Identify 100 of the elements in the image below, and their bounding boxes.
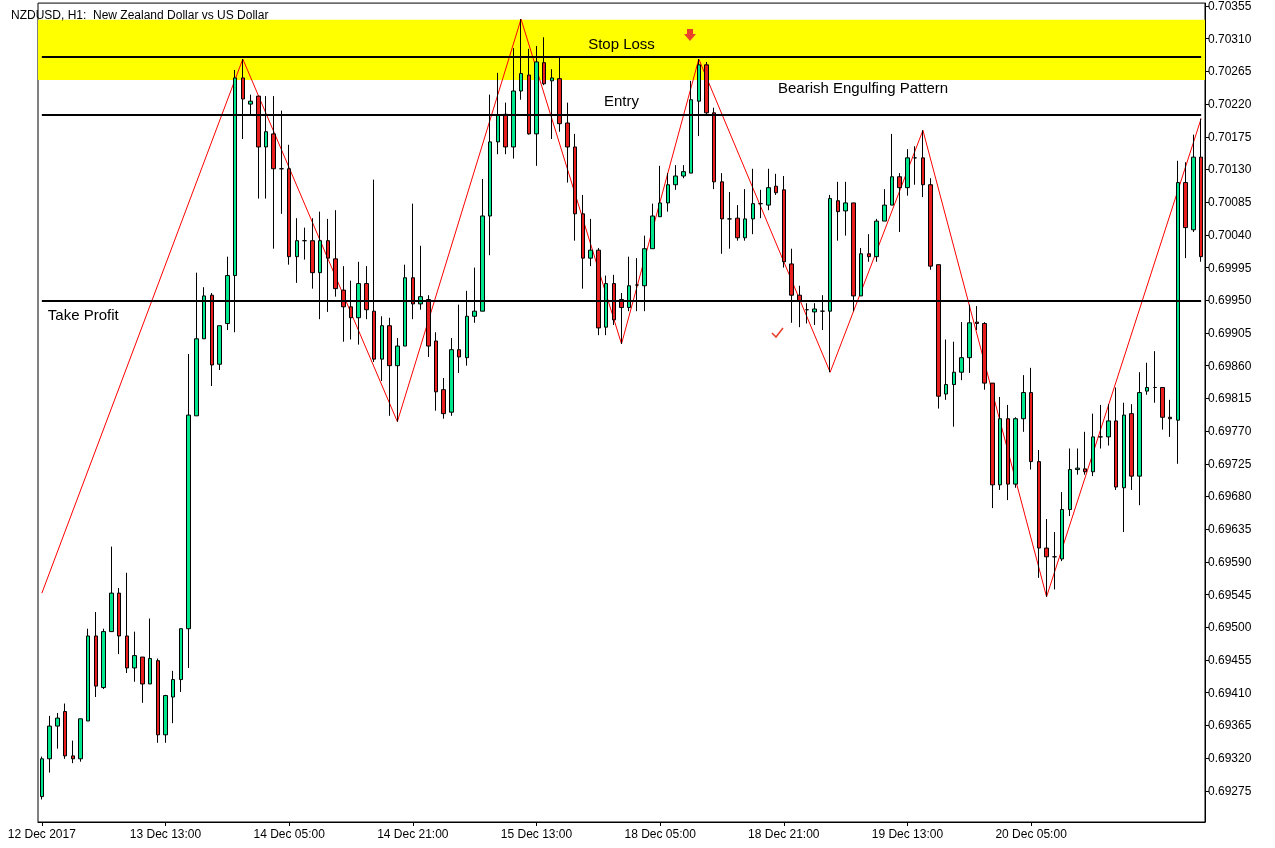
candlestick bbox=[434, 331, 438, 412]
candlestick bbox=[913, 145, 917, 186]
candlestick bbox=[666, 172, 670, 213]
candlestick bbox=[217, 325, 222, 371]
candlestick bbox=[758, 189, 763, 219]
candlestick bbox=[1114, 386, 1118, 491]
candlestick bbox=[1037, 449, 1041, 579]
candlestick bbox=[109, 546, 114, 633]
candlestick bbox=[859, 247, 863, 297]
candlestick bbox=[843, 181, 848, 237]
candlestick bbox=[295, 217, 299, 284]
y-tick-label: 0.70175 bbox=[1208, 129, 1252, 144]
candlestick bbox=[302, 227, 307, 261]
candlestick bbox=[735, 204, 740, 242]
y-tick-label: 0.69905 bbox=[1208, 325, 1252, 340]
candlestick bbox=[650, 203, 655, 250]
y-tick-label: 0.69590 bbox=[1208, 554, 1252, 569]
candlestick bbox=[55, 712, 60, 750]
candlestick bbox=[1052, 531, 1057, 590]
candlestick bbox=[1153, 350, 1157, 404]
candlestick bbox=[952, 341, 956, 428]
candlestick bbox=[867, 233, 871, 263]
candlestick bbox=[990, 382, 995, 509]
candlestick bbox=[581, 194, 585, 290]
candlestick bbox=[1191, 134, 1196, 233]
y-tick-label: 0.70130 bbox=[1208, 162, 1252, 177]
y-tick-label: 0.70310 bbox=[1208, 31, 1252, 46]
candlestick bbox=[1137, 371, 1142, 506]
candlestick bbox=[782, 175, 786, 269]
candlestick bbox=[998, 396, 1002, 491]
candlestick bbox=[94, 611, 98, 698]
candlestick bbox=[156, 658, 160, 744]
y-tick-label: 0.69995 bbox=[1208, 260, 1252, 275]
ref-line-label: Entry bbox=[603, 92, 640, 110]
candlestick bbox=[1106, 403, 1111, 447]
y-tick-label: 0.70085 bbox=[1208, 195, 1252, 210]
candlestick bbox=[1091, 413, 1095, 477]
candlestick bbox=[959, 321, 964, 381]
candlestick bbox=[71, 740, 75, 764]
y-tick-label: 0.69545 bbox=[1208, 587, 1252, 602]
candlestick bbox=[86, 628, 90, 722]
candlestick bbox=[673, 164, 678, 191]
candlestick bbox=[836, 181, 840, 242]
y-tick-label: 0.69500 bbox=[1208, 620, 1252, 635]
candlestick bbox=[743, 188, 747, 242]
ref-line-label: Take Profit bbox=[47, 306, 120, 324]
x-tick-label: 13 Dec 13:00 bbox=[129, 827, 202, 841]
x-tick-label: 14 Dec 21:00 bbox=[377, 827, 449, 841]
x-tick-label: 14 Dec 05:00 bbox=[253, 827, 326, 841]
candlestick bbox=[897, 172, 902, 233]
candlestick bbox=[681, 164, 686, 179]
x-tick-label: 12 Dec 2017 bbox=[7, 827, 77, 841]
candlestick bbox=[1183, 161, 1188, 259]
candlestick bbox=[967, 304, 972, 374]
y-tick-label: 0.70265 bbox=[1208, 64, 1252, 79]
candlestick bbox=[890, 133, 894, 206]
candlestick bbox=[1122, 402, 1126, 533]
candlestick bbox=[720, 172, 724, 255]
y-tick-label: 0.69410 bbox=[1208, 685, 1252, 700]
candlestick bbox=[1199, 118, 1203, 263]
y-tick-label: 0.69455 bbox=[1208, 652, 1252, 667]
y-tick-label: 0.69815 bbox=[1208, 391, 1252, 406]
y-tick-label: 0.69950 bbox=[1208, 293, 1252, 308]
candlestick bbox=[1075, 448, 1080, 476]
candlestick bbox=[125, 572, 129, 674]
candlestick bbox=[1145, 362, 1149, 396]
candlestick bbox=[1168, 399, 1172, 438]
candlestick bbox=[148, 618, 152, 685]
x-tick-label: 15 Dec 13:00 bbox=[500, 827, 573, 841]
candlestick bbox=[1021, 374, 1026, 433]
candlestick bbox=[387, 317, 392, 417]
candlestick bbox=[874, 218, 879, 263]
candlestick bbox=[1013, 416, 1018, 489]
y-tick-label: 0.69770 bbox=[1208, 424, 1252, 439]
candlestick bbox=[441, 377, 446, 420]
candlestick bbox=[457, 304, 461, 374]
x-tick-label: 20 Dec 05:00 bbox=[995, 827, 1068, 841]
y-tick-label: 0.69680 bbox=[1208, 489, 1252, 504]
annotation: Bearish Engulfing Pattern bbox=[778, 79, 949, 96]
candlestick bbox=[140, 656, 145, 704]
candlestick bbox=[163, 694, 168, 744]
ref-line-label: Stop Loss bbox=[588, 34, 655, 52]
candlestick bbox=[1044, 518, 1049, 598]
y-tick-label: 0.69635 bbox=[1208, 522, 1252, 537]
candlestick bbox=[1029, 367, 1033, 471]
candlestick bbox=[1006, 404, 1010, 501]
candlestick bbox=[1083, 431, 1087, 476]
candlestick bbox=[658, 165, 662, 218]
candlestick bbox=[1068, 448, 1072, 517]
y-tick-label: 0.70220 bbox=[1208, 97, 1252, 112]
candlestick bbox=[132, 631, 137, 683]
y-tick-label: 0.69725 bbox=[1208, 456, 1252, 471]
candlestick bbox=[982, 321, 987, 391]
candlestick bbox=[882, 188, 887, 222]
candlestick bbox=[47, 715, 52, 774]
candlestick bbox=[727, 191, 732, 250]
candlestick bbox=[78, 718, 83, 763]
y-tick-label: 0.69365 bbox=[1208, 718, 1252, 733]
candlestick bbox=[186, 353, 191, 669]
x-tick-label: 18 Dec 21:00 bbox=[748, 827, 820, 841]
